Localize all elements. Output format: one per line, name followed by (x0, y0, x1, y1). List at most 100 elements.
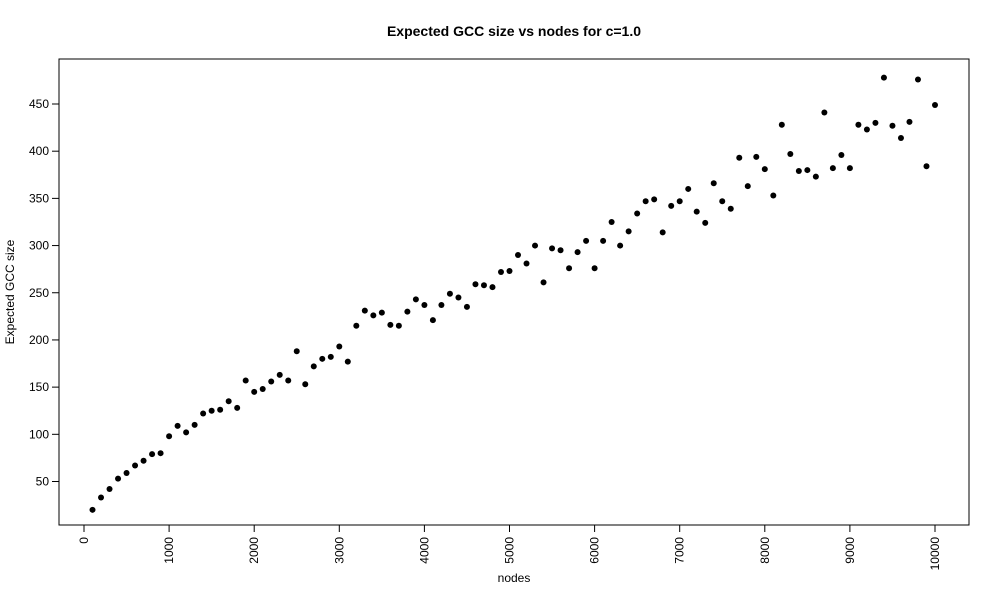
y-tick-label: 300 (29, 239, 49, 253)
data-point (906, 118, 913, 125)
x-tick-label: 7000 (673, 537, 687, 564)
x-tick-label: 0 (77, 537, 91, 544)
data-points (89, 74, 938, 513)
data-point (889, 122, 896, 129)
data-point (744, 183, 751, 190)
x-axis: 0 1000 2000 3000 4000 5000 6000 7000 8000 9000 100… (77, 524, 942, 570)
data-point (149, 451, 156, 458)
data-point (880, 74, 887, 81)
data-point (370, 312, 377, 319)
data-point (855, 121, 862, 128)
y-tick-label: 200 (29, 333, 49, 347)
data-point (123, 470, 130, 477)
data-point (310, 363, 317, 370)
data-point (693, 208, 700, 215)
data-point (344, 358, 351, 365)
data-point (923, 163, 930, 170)
data-point (634, 210, 641, 217)
data-point (395, 322, 402, 329)
data-point (319, 355, 326, 362)
data-point (566, 265, 573, 272)
data-point (183, 429, 190, 436)
data-point (549, 245, 556, 252)
data-point (387, 321, 394, 328)
data-point (872, 119, 879, 126)
y-axis-label: Expected GCC size (3, 239, 17, 344)
data-point (583, 237, 590, 244)
data-point (157, 450, 164, 457)
data-point (795, 168, 802, 175)
data-point (89, 506, 96, 513)
data-point (778, 121, 785, 128)
data-point (710, 180, 717, 187)
data-point (787, 151, 794, 158)
plot-frame (58, 58, 970, 526)
data-point (353, 322, 360, 329)
data-point (251, 388, 258, 395)
chart-title: Expected GCC size vs nodes for c=1.0 (387, 23, 641, 39)
data-point (761, 166, 768, 173)
data-point (863, 126, 870, 133)
data-point (591, 265, 598, 272)
x-tick-label: 5000 (503, 537, 517, 564)
data-point (651, 196, 658, 203)
y-tick-label: 250 (29, 286, 49, 300)
data-point (438, 302, 445, 309)
data-point (676, 198, 683, 205)
y-tick-label: 50 (36, 475, 50, 489)
data-point (412, 296, 419, 303)
data-point (719, 198, 726, 205)
y-axis: 50 100 150 200 250 300 350 400 450 (29, 97, 60, 489)
data-point (617, 242, 624, 249)
data-point (727, 205, 734, 212)
y-tick-label: 100 (29, 427, 49, 441)
data-point (174, 422, 181, 429)
data-point (642, 198, 649, 205)
data-point (523, 260, 530, 267)
data-point (259, 386, 266, 393)
data-point (463, 303, 470, 310)
data-point (336, 343, 343, 350)
x-tick-label: 2000 (247, 537, 261, 564)
data-point (914, 76, 921, 83)
data-point (515, 252, 522, 258)
x-tick-label: 6000 (588, 537, 602, 564)
data-point (829, 165, 836, 172)
data-point (378, 309, 385, 316)
data-point (191, 421, 198, 428)
data-point (140, 457, 147, 464)
data-point (838, 151, 845, 158)
data-point (293, 348, 300, 355)
data-point (685, 185, 692, 192)
data-point (302, 381, 309, 388)
data-point (234, 404, 241, 411)
data-point (225, 398, 232, 405)
data-point (455, 294, 462, 301)
data-point (361, 307, 368, 314)
data-point (208, 407, 215, 414)
data-point (846, 165, 853, 172)
data-point (540, 279, 547, 286)
data-point (217, 406, 224, 413)
data-point (600, 237, 607, 244)
data-point (472, 281, 479, 288)
x-axis-label: nodes (498, 571, 531, 585)
data-point (166, 433, 173, 440)
data-point (506, 268, 513, 275)
x-tick-label: 8000 (758, 537, 772, 564)
data-point (753, 153, 760, 160)
data-point (557, 247, 564, 254)
data-point (98, 494, 105, 501)
x-tick-label: 4000 (417, 537, 431, 564)
data-point (268, 378, 275, 385)
data-point (242, 377, 249, 384)
data-point (668, 202, 675, 209)
data-point (897, 134, 904, 141)
data-point (574, 249, 581, 256)
x-tick-label: 3000 (332, 537, 346, 564)
data-point (702, 219, 709, 226)
data-point (106, 486, 113, 493)
y-tick-label: 150 (29, 380, 49, 394)
